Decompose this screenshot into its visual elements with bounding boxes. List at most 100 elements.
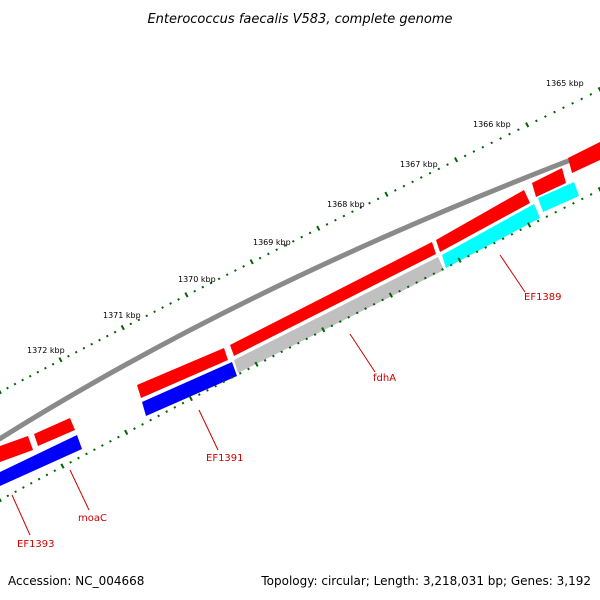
leader-line-moaC: [69, 469, 90, 511]
tick-mark: [580, 97, 584, 101]
inner-tick-mark: [554, 210, 558, 214]
tick-mark: [334, 218, 337, 222]
inner-tick-mark: [117, 435, 120, 439]
inner-tick-mark: [510, 232, 514, 236]
tick-mark: [508, 132, 511, 136]
inner-tick-mark: [37, 477, 41, 481]
inner-tick-mark: [0, 496, 2, 503]
tick-mark: [201, 285, 205, 289]
tick-mark: [58, 357, 63, 363]
inner-tick-mark: [527, 222, 532, 228]
inner-tick-mark: [173, 406, 177, 409]
inner-tick-mark: [45, 473, 49, 477]
tick-mark: [490, 141, 494, 145]
inner-tick-mark: [272, 354, 275, 358]
inner-tick-mark: [133, 427, 136, 430]
tick-mark: [217, 277, 221, 281]
accession-text: Accession: NC_004668: [8, 574, 145, 588]
inner-tick-mark: [475, 250, 479, 254]
inner-tick-mark: [124, 429, 129, 436]
forward-gene-5: [137, 348, 228, 398]
forward-gene-4: [230, 242, 436, 356]
gene-bar-EF1389: [538, 182, 579, 212]
gene-label-EF1389: EF1389: [524, 292, 562, 303]
inner-tick-mark: [6, 494, 10, 498]
gene-label-EF1393: EF1393: [17, 539, 55, 550]
tick-mark: [145, 314, 149, 318]
leader-line-EF1391: [198, 409, 219, 451]
inner-tick-mark: [388, 292, 393, 298]
inner-tick-mark: [519, 228, 522, 232]
tick-mark: [242, 265, 245, 268]
inner-tick-mark: [330, 324, 334, 328]
tick-mark: [571, 101, 574, 105]
forward-gene-7: [0, 436, 33, 462]
inner-tick-mark: [149, 418, 152, 422]
tick-mark: [258, 256, 262, 260]
tick-mark: [161, 306, 164, 309]
tick-mark: [267, 252, 270, 256]
tick-mark: [384, 191, 389, 197]
tick-mark: [6, 386, 9, 390]
tick-mark: [234, 269, 237, 272]
inner-tick-mark: [69, 460, 72, 464]
tick-mark: [428, 171, 432, 175]
tick-label: 1368 kbp: [327, 200, 365, 209]
inner-tick-mark: [280, 350, 284, 354]
inner-tick-mark: [222, 380, 226, 384]
tick-mark: [454, 157, 459, 163]
inner-tick-mark: [263, 359, 267, 362]
tick-mark: [36, 370, 40, 374]
tick-mark: [51, 362, 55, 366]
gene-labels: EF1389 fdhA EF1391 moaC EF1393: [11, 254, 562, 550]
inner-tick-mark: [206, 389, 209, 392]
gene-label-moaC: moaC: [78, 513, 107, 524]
tick-mark: [368, 201, 371, 205]
reverse-strand: [0, 182, 579, 486]
inner-tick-mark: [457, 257, 462, 263]
inner-tick-mark: [165, 410, 169, 413]
tick-mark: [74, 350, 78, 354]
leader-line-EF1393: [11, 494, 31, 536]
tick-mark: [82, 346, 86, 350]
map-title: Enterococcus faecalis V583, complete gen…: [147, 12, 452, 27]
tick-mark: [481, 145, 485, 149]
inner-tick-mark: [467, 254, 470, 258]
inner-tick-mark: [296, 341, 300, 345]
inner-tick-mark: [14, 490, 17, 494]
inner-tick-mark: [230, 376, 234, 379]
inner-tick-mark: [572, 201, 575, 205]
inner-tick-mark: [254, 361, 259, 367]
inner-tick-mark: [238, 371, 242, 375]
inner-tick-mark: [493, 241, 496, 245]
tick-mark: [525, 122, 530, 128]
tick-mark: [300, 235, 304, 239]
tick-mark: [153, 310, 156, 314]
tick-mark: [472, 150, 476, 153]
gene-label-EF1391: EF1391: [206, 453, 244, 464]
tick-mark: [137, 318, 141, 322]
inner-tick-mark: [589, 193, 593, 196]
inner-tick-mark: [563, 206, 566, 210]
inner-tick-mark: [53, 469, 57, 473]
inner-tick-mark: [364, 307, 367, 310]
tick-mark: [553, 110, 556, 114]
tick-label: 1367 kbp: [400, 160, 438, 169]
gene-bar-EF1391: [142, 362, 237, 416]
inner-tick-mark: [355, 311, 359, 315]
tick-mark: [316, 225, 321, 231]
tick-mark: [209, 281, 213, 285]
tick-track: [0, 86, 600, 395]
tick-mark: [90, 342, 94, 346]
inner-tick-mark: [501, 237, 505, 241]
inner-tick-mark: [288, 346, 292, 349]
inner-tick-mark: [415, 281, 419, 284]
tick-mark: [411, 180, 414, 184]
inner-tick-mark: [214, 384, 217, 388]
gene-label-fdhA: fdhA: [373, 373, 396, 384]
forward-gene-6: [34, 418, 75, 446]
tick-mark: [225, 273, 229, 277]
inner-tick-mark: [77, 456, 80, 460]
tick-mark: [67, 354, 70, 358]
